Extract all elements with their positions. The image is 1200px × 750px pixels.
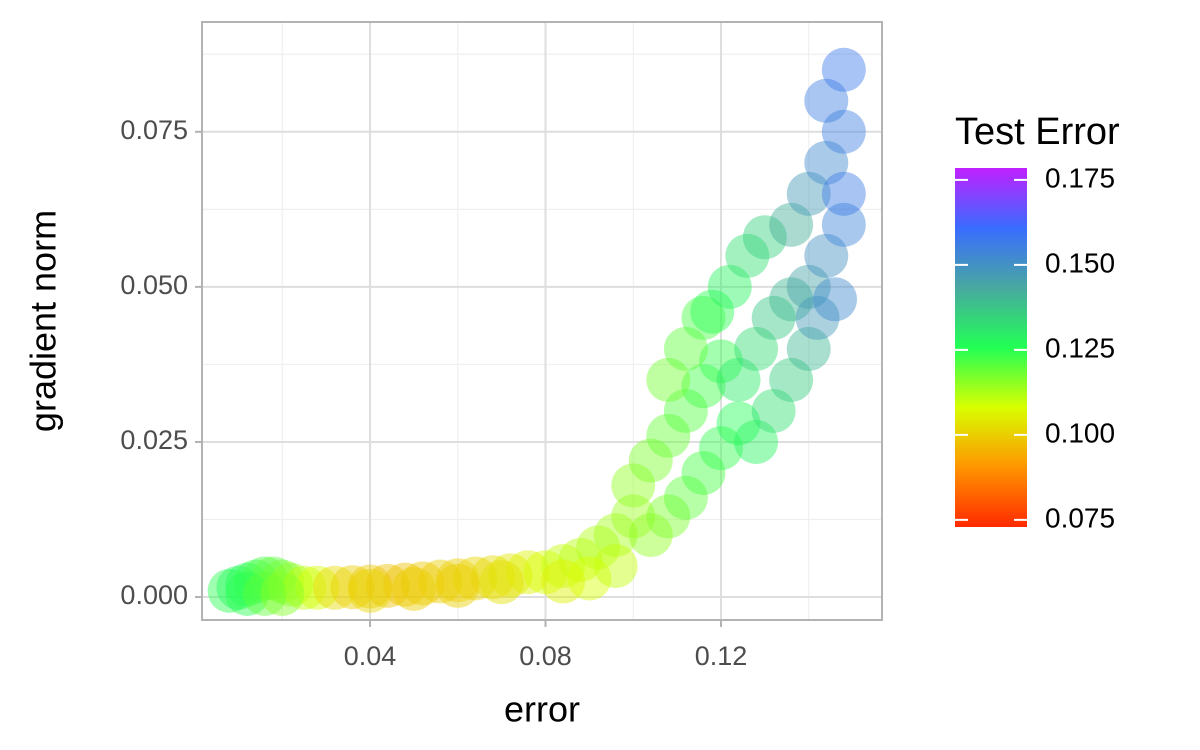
point bbox=[488, 553, 533, 598]
point bbox=[716, 357, 761, 402]
point bbox=[391, 566, 436, 611]
point bbox=[576, 525, 621, 570]
point bbox=[804, 140, 849, 185]
point bbox=[751, 388, 796, 433]
point bbox=[611, 494, 656, 539]
point bbox=[646, 413, 691, 458]
y-tick-label: 0.050 bbox=[120, 270, 188, 300]
point bbox=[628, 438, 673, 483]
point bbox=[821, 171, 866, 216]
point bbox=[795, 295, 840, 340]
y-tick-label: 0.075 bbox=[120, 115, 188, 145]
point bbox=[646, 494, 691, 539]
point bbox=[742, 215, 787, 260]
point bbox=[260, 559, 305, 604]
legend-label: 0.125 bbox=[1045, 332, 1115, 363]
point bbox=[260, 571, 305, 616]
point bbox=[611, 463, 656, 508]
point bbox=[786, 326, 831, 371]
point bbox=[365, 563, 410, 608]
x-tick-label: 0.04 bbox=[344, 641, 397, 671]
point bbox=[628, 513, 673, 558]
legend-title: Test Error bbox=[955, 111, 1120, 153]
point bbox=[541, 559, 586, 604]
point bbox=[734, 326, 779, 371]
point bbox=[225, 571, 270, 616]
point bbox=[751, 295, 796, 340]
legend-label: 0.100 bbox=[1045, 417, 1115, 448]
point bbox=[233, 559, 278, 604]
point bbox=[716, 401, 761, 446]
point bbox=[453, 556, 498, 601]
point bbox=[769, 357, 814, 402]
point bbox=[725, 233, 770, 278]
point bbox=[681, 295, 726, 340]
point bbox=[663, 326, 708, 371]
y-tick-label: 0.025 bbox=[120, 425, 188, 455]
point bbox=[698, 426, 743, 471]
point bbox=[312, 565, 357, 610]
point bbox=[330, 565, 375, 610]
point bbox=[216, 565, 261, 610]
point bbox=[681, 364, 726, 409]
legend-label: 0.075 bbox=[1045, 502, 1115, 533]
point bbox=[348, 568, 393, 613]
point bbox=[348, 564, 393, 609]
point bbox=[207, 568, 252, 613]
point bbox=[663, 475, 708, 520]
point bbox=[786, 264, 831, 309]
legend-label: 0.175 bbox=[1045, 162, 1115, 193]
point bbox=[418, 559, 463, 604]
point bbox=[821, 202, 866, 247]
point bbox=[523, 550, 568, 595]
point bbox=[295, 565, 340, 610]
point bbox=[821, 47, 866, 92]
point bbox=[813, 277, 858, 322]
x-axis-title: error bbox=[504, 689, 580, 730]
point bbox=[470, 555, 515, 600]
point bbox=[593, 544, 638, 589]
point bbox=[251, 556, 296, 601]
point bbox=[282, 565, 327, 610]
point bbox=[663, 388, 708, 433]
x-tick-label: 0.08 bbox=[519, 641, 572, 671]
point bbox=[225, 562, 270, 607]
plot-frame bbox=[201, 21, 883, 621]
point bbox=[269, 562, 314, 607]
point bbox=[541, 544, 586, 589]
point bbox=[400, 561, 445, 606]
point bbox=[769, 277, 814, 322]
point bbox=[479, 560, 524, 605]
points bbox=[207, 47, 866, 616]
point bbox=[505, 550, 550, 595]
point bbox=[593, 513, 638, 558]
y-tick-label: 0.000 bbox=[120, 580, 188, 610]
point bbox=[383, 562, 428, 607]
point bbox=[698, 339, 743, 384]
point bbox=[786, 171, 831, 216]
y-axis-title: gradient norm bbox=[23, 210, 64, 432]
point bbox=[681, 450, 726, 495]
point bbox=[690, 289, 735, 334]
point bbox=[734, 419, 779, 464]
point bbox=[707, 264, 752, 309]
point bbox=[821, 109, 866, 154]
point bbox=[804, 78, 849, 123]
point bbox=[242, 556, 287, 601]
point bbox=[242, 571, 287, 616]
legend-label: 0.150 bbox=[1045, 247, 1115, 278]
grid bbox=[202, 22, 882, 620]
point bbox=[769, 202, 814, 247]
point bbox=[804, 233, 849, 278]
x-tick-label: 0.12 bbox=[695, 641, 748, 671]
point bbox=[435, 563, 480, 608]
point bbox=[435, 558, 480, 603]
colorbar bbox=[955, 168, 1027, 527]
point bbox=[567, 556, 612, 601]
point bbox=[558, 537, 603, 582]
point bbox=[646, 357, 691, 402]
